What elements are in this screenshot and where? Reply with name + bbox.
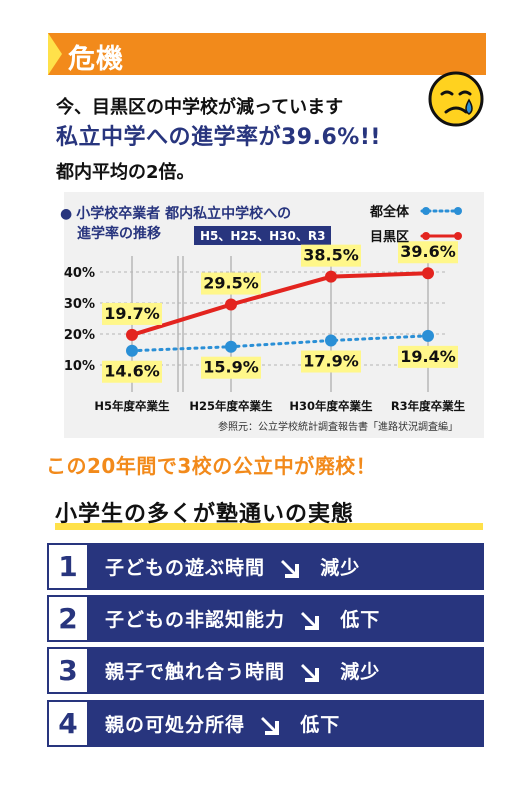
- data-label-bg: [102, 302, 162, 325]
- x-tick-label: H5年度卒業生: [94, 399, 170, 413]
- y-tick-label: 10%: [64, 359, 95, 374]
- legend-label: 都全体: [369, 204, 410, 220]
- item-label: 子どもの遊ぶ時間: [105, 557, 266, 579]
- item-result: 低下: [340, 609, 381, 631]
- legend-marker: [454, 207, 462, 215]
- intro-line-3: 都内平均の2倍。: [56, 162, 195, 183]
- item-label: 子どもの非認知能力: [105, 609, 286, 631]
- data-label: 17.9%: [303, 352, 359, 371]
- banner-label: 危機: [68, 44, 124, 75]
- series-line: [130, 271, 430, 337]
- item-result: 減少: [340, 661, 381, 683]
- x-tick-label: R3年度卒業生: [391, 399, 466, 413]
- chart-title-line-1: 小学校卒業者 都内私立中学校への: [76, 206, 292, 222]
- data-point: [126, 328, 138, 341]
- reality-item-3: 3 親子で触れ合う時間 減少: [47, 647, 484, 694]
- down-right-arrow-icon: [260, 716, 279, 735]
- item-label: 親子で触れ合う時間: [105, 661, 286, 683]
- item-number: 1: [47, 543, 89, 590]
- data-label: 15.9%: [203, 358, 259, 377]
- data-point: [225, 298, 237, 311]
- data-point: [225, 340, 237, 353]
- banner-triangle: [48, 33, 62, 75]
- data-label-bg: [301, 350, 361, 373]
- reality-item-4: 4 親の可処分所得 低下: [47, 700, 484, 747]
- data-point: [422, 267, 434, 280]
- item-text: 子どもの遊ぶ時間 減少: [105, 553, 360, 580]
- reality-item-1: 1 子どもの遊ぶ時間 減少: [47, 543, 484, 590]
- item-text: 親の可処分所得 低下: [105, 710, 340, 737]
- data-label-bg: [201, 356, 261, 379]
- x-tick-label: H30年度卒業生: [289, 399, 373, 413]
- item-number: 3: [47, 647, 89, 694]
- section-title-underline: [55, 523, 483, 530]
- item-bar: 親の可処分所得 低下: [89, 700, 484, 747]
- data-point: [325, 270, 337, 283]
- series-line: [130, 334, 430, 353]
- intro-line-1: 今、目黒区の中学校が減っています: [56, 97, 344, 118]
- data-label: 38.5%: [303, 246, 359, 265]
- data-point: [126, 344, 138, 357]
- data-label-bg: [201, 272, 261, 295]
- section-title: 小学生の多くが塾通いの実態: [55, 502, 355, 527]
- legend-label: 目黒区: [370, 229, 409, 245]
- crying-face-icon: [428, 71, 484, 127]
- chart-title-line-2: 進学率の推移: [77, 226, 161, 242]
- item-label: 親の可処分所得: [105, 714, 246, 736]
- down-right-arrow-icon: [300, 663, 319, 682]
- years-badge: H5、H25、H30、R3: [194, 226, 332, 245]
- down-right-arrow-icon: [280, 559, 299, 578]
- y-tick-label: 30%: [64, 297, 95, 312]
- item-text: 子どもの非認知能力 低下: [105, 605, 380, 632]
- item-text: 親子で触れ合う時間 減少: [105, 657, 380, 684]
- data-label: 19.4%: [400, 347, 456, 366]
- reality-item-2: 2 子どもの非認知能力 低下: [47, 595, 484, 642]
- item-bar: 親子で触れ合う時間 減少: [89, 647, 484, 694]
- item-bar: 子どもの遊ぶ時間 減少: [89, 543, 484, 590]
- data-point: [325, 334, 337, 347]
- item-number: 2: [47, 595, 89, 642]
- data-label: 19.7%: [104, 304, 160, 323]
- legend-marker: [422, 232, 430, 240]
- intro-line-2: 私立中学への進学率が39.6%!!: [56, 125, 381, 150]
- data-label-bg: [301, 244, 361, 267]
- chart-title: ● 小学校卒業者 都内私立中学校への 進学率の推移: [60, 204, 291, 244]
- y-tick-label: 40%: [64, 266, 95, 281]
- data-label: 14.6%: [104, 362, 160, 381]
- x-tick-label: H25年度卒業生: [189, 399, 273, 413]
- y-tick-label: 20%: [64, 328, 95, 343]
- bullet-icon: ●: [60, 206, 73, 222]
- legend-marker: [422, 207, 430, 215]
- item-bar: 子どもの非認知能力 低下: [89, 595, 484, 642]
- data-label-bg: [102, 360, 162, 383]
- item-result: 低下: [300, 714, 341, 736]
- legend-marker: [454, 232, 462, 240]
- crisis-banner: 危機: [48, 33, 486, 75]
- chart-source: 参照元：公立学校統計調査報告書「進路状況調査編」: [218, 422, 458, 433]
- data-point: [422, 329, 434, 342]
- data-label: 39.6%: [400, 242, 456, 261]
- data-label: 29.5%: [203, 274, 259, 293]
- data-label-bg: [398, 345, 458, 368]
- item-number: 4: [47, 700, 89, 747]
- item-result: 減少: [320, 557, 361, 579]
- data-label-bg: [398, 241, 458, 264]
- down-right-arrow-icon: [300, 611, 319, 630]
- headline: この20年間で3校の公立中が廃校！: [46, 454, 377, 478]
